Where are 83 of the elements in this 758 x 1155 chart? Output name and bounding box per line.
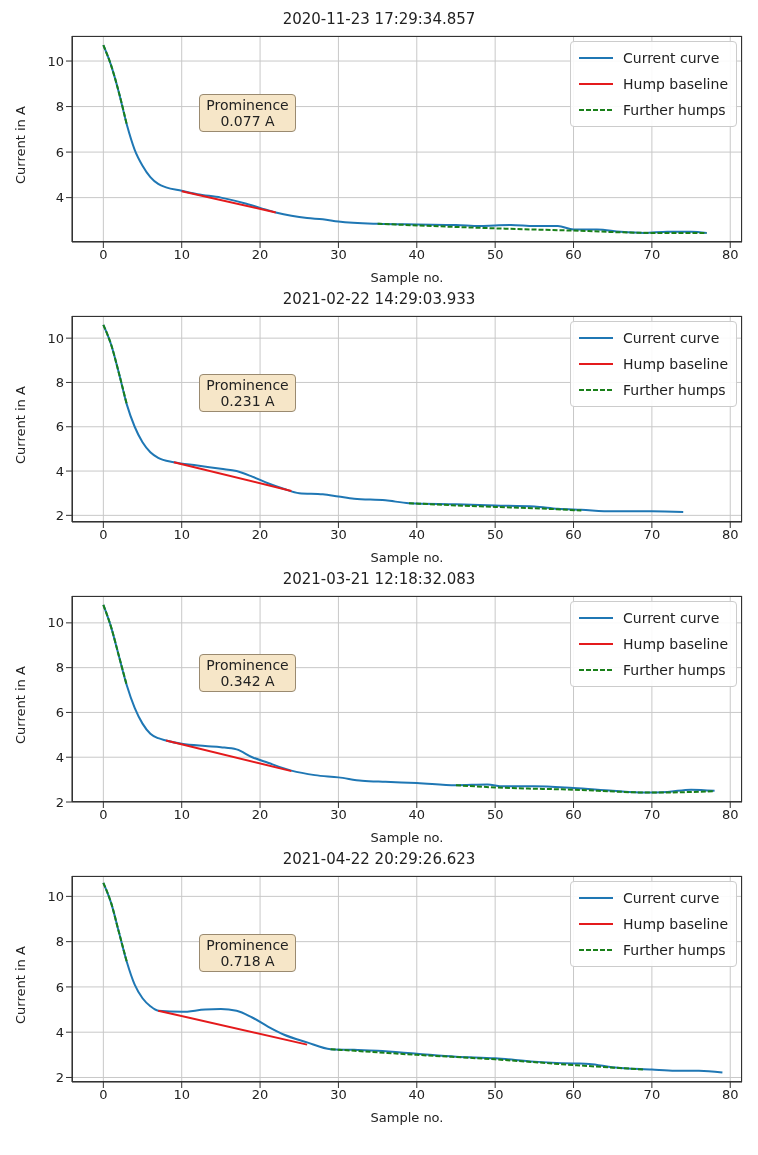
y-tick-label: 2: [55, 1070, 64, 1086]
x-tick-label: 80: [721, 807, 739, 823]
x-axis-title: Sample no.: [370, 830, 444, 845]
legend-label: Further humps: [622, 382, 726, 398]
x-tick-label: 0: [99, 247, 108, 263]
x-tick-label: 30: [330, 247, 347, 263]
x-tick-label: 40: [408, 1087, 426, 1103]
x-tick-label: 80: [721, 247, 739, 263]
annotation: Prominence 0.077 A: [206, 96, 289, 129]
y-tick-label: 10: [47, 53, 64, 69]
legend-label: Hump baseline: [622, 636, 728, 652]
x-tick-label: 10: [173, 247, 190, 263]
y-axis-title: Current in A: [12, 946, 28, 1024]
x-tick-label: 40: [408, 247, 426, 263]
x-tick-label: 0: [99, 1087, 108, 1103]
x-tick-label: 30: [330, 527, 347, 543]
chart-title: 2020-11-23 17:29:34.857: [281, 9, 477, 30]
y-tick-label: 6: [55, 419, 64, 435]
annotation: Prominence 0.718 A: [206, 936, 289, 969]
x-tick-label: 70: [643, 807, 661, 823]
x-tick-label: 50: [486, 247, 504, 263]
x-tick-label: 80: [721, 1087, 739, 1103]
x-tick-label: 20: [251, 247, 269, 263]
y-tick-label: 6: [55, 979, 64, 995]
x-tick-label: 30: [330, 807, 347, 823]
x-tick-label: 60: [565, 807, 582, 823]
annotation: Prominence 0.231 A: [206, 376, 289, 409]
x-tick-label: 70: [643, 527, 661, 543]
y-tick-label: 8: [55, 99, 64, 115]
x-axis-title: Sample no.: [370, 1110, 444, 1125]
x-tick-label: 0: [99, 807, 108, 823]
y-tick-label: 6: [55, 705, 64, 721]
legend-label: Hump baseline: [622, 916, 728, 932]
x-tick-label: 80: [721, 527, 739, 543]
y-tick-label: 6: [55, 144, 64, 160]
legend-label: Current curve: [622, 610, 720, 626]
x-tick-label: 10: [173, 527, 190, 543]
legend-label: Further humps: [622, 942, 726, 958]
x-tick-label: 60: [565, 247, 582, 263]
y-axis-title: Current in A: [12, 386, 28, 464]
y-axis-title: Current in A: [12, 106, 28, 184]
y-tick-label: 2: [55, 507, 64, 523]
x-tick-label: 70: [643, 247, 661, 263]
x-axis-title: Sample no.: [370, 550, 444, 565]
y-tick-label: 10: [47, 888, 64, 904]
y-tick-label: 8: [55, 934, 64, 950]
y-tick-label: 4: [55, 463, 64, 479]
legend-label: Hump baseline: [622, 356, 728, 372]
legend-label: Current curve: [622, 890, 720, 906]
chart-title: 2021-02-22 14:29:03.933: [281, 289, 477, 310]
x-tick-label: 20: [251, 527, 269, 543]
legend-label: Further humps: [622, 662, 726, 678]
legend-label: Current curve: [622, 50, 720, 66]
y-axis-title: Current in A: [12, 666, 28, 744]
x-axis-title: Sample no.: [370, 270, 444, 285]
x-tick-label: 20: [251, 1087, 269, 1103]
y-tick-label: 4: [55, 749, 64, 765]
x-tick-label: 50: [486, 527, 504, 543]
y-tick-label: 10: [47, 330, 64, 346]
y-tick-label: 8: [55, 660, 64, 676]
legend-label: Current curve: [622, 330, 720, 346]
y-tick-label: 4: [55, 1024, 64, 1040]
x-tick-label: 60: [565, 527, 582, 543]
x-tick-label: 60: [565, 1087, 582, 1103]
x-tick-label: 70: [643, 1087, 661, 1103]
x-tick-label: 20: [251, 807, 269, 823]
annotation: Prominence 0.342 A: [206, 656, 289, 689]
chart-title: 2021-03-21 12:18:32.083: [281, 569, 477, 590]
x-tick-label: 40: [408, 527, 426, 543]
x-tick-label: 50: [486, 1087, 504, 1103]
y-tick-label: 10: [47, 615, 64, 631]
chart-title: 2021-04-22 20:29:26.623: [281, 849, 477, 870]
y-tick-label: 2: [55, 794, 64, 810]
x-tick-label: 10: [173, 807, 190, 823]
legend-label: Further humps: [622, 102, 726, 118]
y-tick-label: 8: [55, 375, 64, 391]
y-tick-label: 4: [55, 190, 64, 206]
x-tick-label: 40: [408, 807, 426, 823]
x-tick-label: 30: [330, 1087, 347, 1103]
legend-label: Hump baseline: [622, 76, 728, 92]
x-tick-label: 50: [486, 807, 504, 823]
x-tick-label: 10: [173, 1087, 190, 1103]
x-tick-label: 0: [99, 527, 108, 543]
